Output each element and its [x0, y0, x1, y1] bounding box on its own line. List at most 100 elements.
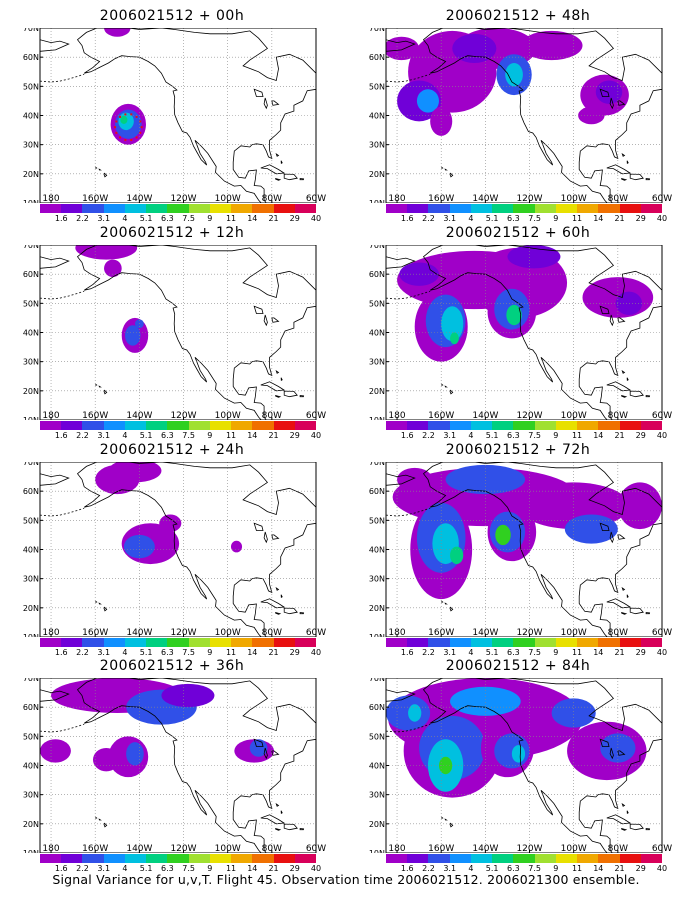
colorbar-label: 9 [553, 864, 559, 873]
coastline-island [103, 822, 108, 828]
variance-blob [450, 686, 521, 716]
lat-label: 40N [23, 546, 39, 555]
colorbar-label: 3.1 [443, 214, 457, 223]
coastline-island [275, 177, 282, 181]
colorbar-labels: 1.6 2.2 3.1 4 5.1 6.3 7.5 9 11 14 21 29 40 [386, 864, 667, 874]
coastline-island [299, 612, 305, 615]
lat-label: 60N [369, 270, 385, 279]
panel-title: 2006021512 + 24h [99, 442, 245, 458]
shaded-field [40, 28, 316, 203]
colorbar-swatch [103, 204, 125, 213]
colorbar-label: 6.3 [507, 214, 520, 223]
panel-72h: 2006021512 + 72h 70N60N50N40N30N20N10N 1… [368, 442, 672, 657]
variance-blob [505, 63, 523, 87]
coastline-island [621, 394, 628, 398]
lat-label: 70N [369, 28, 385, 33]
variance-blob [506, 304, 522, 326]
map-00h: 70N60N50N40N30N20N10N [22, 24, 322, 208]
colorbar-label: 40 [656, 648, 668, 657]
variance-blob [564, 514, 618, 544]
variance-blob [578, 106, 605, 125]
colorbar-label: 4 [122, 648, 128, 657]
lat-label: 30N [23, 791, 39, 800]
colorbar-swatch [449, 421, 471, 430]
colorbar-swatch [231, 204, 253, 213]
lat-label: 50N [23, 299, 39, 308]
lat-label: 30N [23, 358, 39, 367]
colorbar-label: 5.1 [485, 864, 499, 873]
coastline-island [444, 385, 448, 388]
colorbar-swatch [252, 421, 274, 430]
lon-labels: 180 160W 140W 120W 100W 80W 60W [22, 844, 326, 854]
coastline-island [599, 305, 610, 314]
colorbar-labels: 1.6 2.2 3.1 4 5.1 6.3 7.5 9 11 14 21 29 40 [386, 648, 667, 658]
observation-marker [124, 113, 127, 116]
coastline-island [98, 602, 102, 605]
variance-blob [92, 748, 120, 772]
coastline-island [98, 385, 102, 388]
coastline-asia [386, 39, 416, 52]
variance-blob [450, 332, 459, 345]
colorbar-label: 4 [122, 864, 128, 873]
colorbar-swatch [231, 421, 253, 430]
colorbar-label: 14 [593, 648, 604, 657]
panel-title: 2006021512 + 48h [445, 8, 591, 24]
map-60h: 70N60N50N40N30N20N10N [368, 241, 668, 425]
coastlines [386, 462, 662, 637]
variance-blob [507, 245, 561, 269]
coastline-island [609, 97, 614, 110]
lat-label: 20N [369, 387, 385, 396]
colorbar-swatch [407, 638, 429, 647]
coastline-island [621, 802, 626, 807]
coastline-island [617, 534, 626, 540]
colorbar-label: 1.6 [54, 214, 68, 223]
colorbar-swatch [470, 421, 493, 430]
coastline-island [271, 100, 280, 106]
grid [386, 678, 662, 853]
colorbar-label: 29 [289, 431, 300, 440]
map-72h: 70N60N50N40N30N20N10N [368, 458, 668, 642]
coastline-island [253, 522, 264, 531]
colorbar-label: 11 [571, 864, 583, 873]
colorbar-label: 2.2 [76, 214, 89, 223]
colorbar-label: 7.5 [182, 648, 195, 657]
coastline-island [621, 369, 626, 374]
lat-label: 30N [369, 358, 385, 367]
colorbar-label: 3.1 [97, 864, 111, 873]
coastline-asia [40, 473, 70, 486]
coastline-island [98, 168, 102, 171]
coastlines [386, 28, 662, 203]
coastline-island [95, 816, 98, 819]
lat-label: 40N [369, 329, 385, 338]
colorbar-label: 29 [635, 214, 646, 223]
shaded-field [40, 245, 316, 420]
colorbar-label: 6.3 [507, 648, 520, 657]
lon-label: 80W [261, 844, 282, 854]
colorbar-swatch [252, 204, 274, 213]
coastline-aleutians [40, 73, 85, 83]
lat-label: 60N [23, 487, 39, 496]
coastline-north-america [422, 245, 662, 420]
lon-label: 140W [472, 628, 499, 638]
colorbar-label: 6.3 [161, 864, 174, 873]
coastline-island [271, 317, 280, 323]
lat-label: 30N [369, 791, 385, 800]
lat-label: 40N [23, 112, 39, 121]
colorbar-label: 1.6 [54, 648, 68, 657]
variance-blob [75, 245, 138, 260]
coastline-north-america [76, 28, 316, 203]
grid [386, 245, 662, 420]
colorbar-labels: 1.6 2.2 3.1 4 5.1 6.3 7.5 9 11 14 21 29 40 [40, 864, 321, 874]
colorbar-swatch [598, 204, 620, 213]
lat-label: 50N [23, 732, 39, 741]
coastline-aleutians [40, 507, 85, 517]
colorbar-swatch [61, 204, 83, 213]
colorbar-label: 3.1 [443, 648, 457, 657]
colorbar-swatch [407, 204, 429, 213]
lon-labels: 180 160W 140W 120W 100W 80W 60W [368, 194, 672, 204]
map-svg: 70N60N50N40N30N20N10N [369, 458, 663, 642]
lat-label: 20N [23, 604, 39, 613]
colorbar-swatch [598, 421, 620, 430]
colorbar-label: 6.3 [507, 864, 520, 873]
colorbar-swatch [61, 854, 83, 863]
